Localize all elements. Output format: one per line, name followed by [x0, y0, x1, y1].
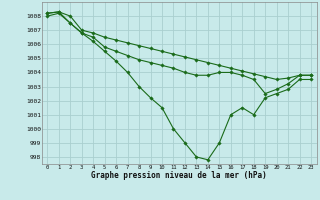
X-axis label: Graphe pression niveau de la mer (hPa): Graphe pression niveau de la mer (hPa) [91, 171, 267, 180]
